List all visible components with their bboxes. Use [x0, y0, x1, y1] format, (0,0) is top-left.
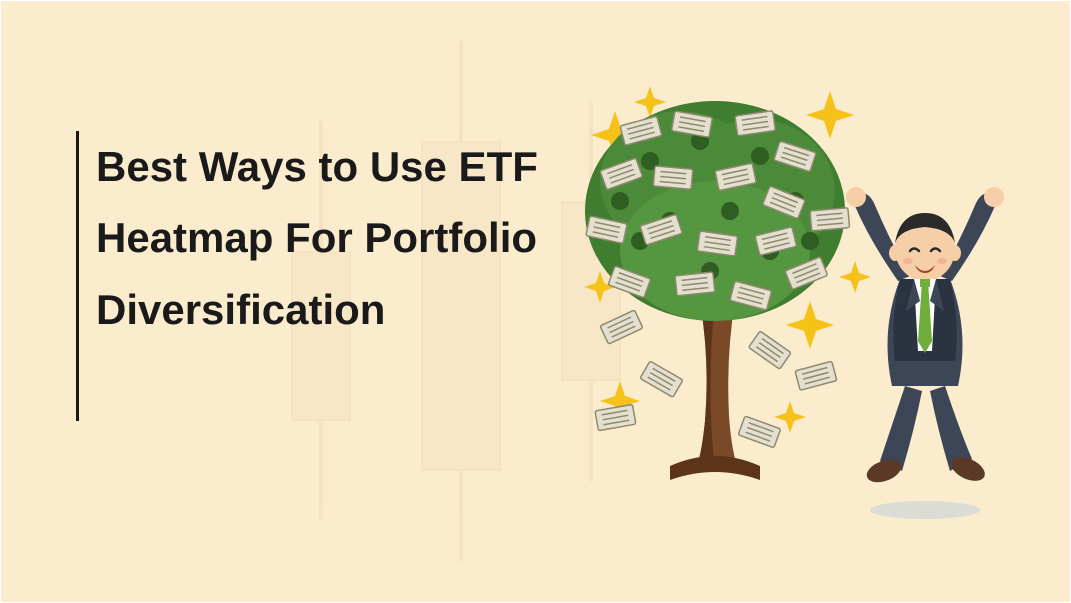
headline-vertical-rule [76, 131, 79, 421]
illustration-svg [560, 71, 1020, 531]
headline-block: Best Ways to Use ETF Heatmap For Portfol… [96, 131, 556, 345]
money-tree-illustration [560, 71, 1020, 531]
tree-trunk [670, 301, 760, 480]
infographic-canvas: Best Ways to Use ETF Heatmap For Portfol… [1, 1, 1070, 602]
man-shadow [870, 501, 980, 519]
businessman [846, 187, 1004, 487]
headline-text: Best Ways to Use ETF Heatmap For Portfol… [96, 131, 556, 345]
